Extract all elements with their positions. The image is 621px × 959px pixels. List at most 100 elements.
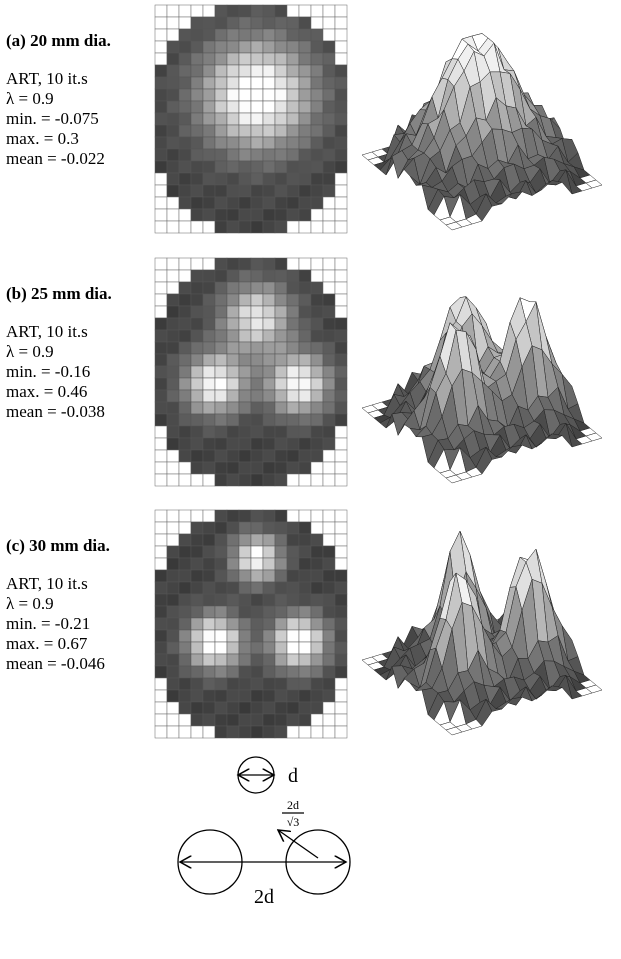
grid-cell [227,666,239,678]
grid-cell [263,113,275,125]
grid-cell [251,726,263,738]
grid-cell [299,510,311,522]
grid-cell [275,726,287,738]
grid-cell [287,173,299,185]
grid-cell [239,426,251,438]
grid-cell [311,137,323,149]
grid-cell [179,630,191,642]
grid-cell [227,197,239,209]
grid-cell [311,53,323,65]
grid-cell [179,366,191,378]
grid-cell [215,221,227,233]
grid-cell [251,558,263,570]
grid-cell [179,294,191,306]
grid-cell [275,618,287,630]
grid-cell [311,558,323,570]
grid-cell [179,678,191,690]
grid-cell [191,366,203,378]
grid-cell [299,89,311,101]
grid-cell [203,510,215,522]
grid-cell [203,414,215,426]
grid-cell [311,77,323,89]
grid-cell [215,378,227,390]
grid-cell [215,510,227,522]
grid-cell [227,594,239,606]
grid-cell [299,618,311,630]
grid-cell [335,690,347,702]
grid-cell [191,414,203,426]
grid-cell [275,546,287,558]
grid-cell [203,450,215,462]
grid-cell [167,53,179,65]
grid-cell [179,5,191,17]
grid-cell [335,606,347,618]
grid-cell [323,330,335,342]
grid-cell [191,594,203,606]
grid-cell [167,726,179,738]
grid-cell [215,390,227,402]
grid-cell [227,726,239,738]
grid-cell [167,414,179,426]
grid-cell [275,209,287,221]
grid-cell [263,594,275,606]
grid-cell [251,41,263,53]
grid-cell [311,522,323,534]
grid-cell [299,185,311,197]
grid-cell [179,306,191,318]
grid-cell [179,390,191,402]
grid-cell [311,173,323,185]
grid-cell [263,282,275,294]
grid-cell [215,630,227,642]
grid-cell [203,462,215,474]
grid-cell [323,173,335,185]
grid-cell [179,450,191,462]
grid-cell [287,594,299,606]
grid-cell [215,342,227,354]
grid-cell [251,53,263,65]
grid-cell [215,161,227,173]
grid-cell [323,426,335,438]
grid-cell [227,41,239,53]
grid-cell [179,414,191,426]
grid-cell [251,282,263,294]
grid-cell [155,618,167,630]
grid-cell [275,642,287,654]
grid-cell [203,29,215,41]
grid-cell [287,149,299,161]
grid-cell [311,462,323,474]
grid-cell [239,642,251,654]
grid-cell [191,474,203,486]
grid-cell [203,378,215,390]
grid-cell [191,282,203,294]
grid-cell [251,149,263,161]
grid-cell [311,618,323,630]
grid-cell [299,197,311,209]
grid-cell [335,125,347,137]
grid-cell [263,209,275,221]
grid-cell [287,197,299,209]
grid-cell [323,714,335,726]
grid-cell [311,65,323,77]
grid-cell [251,630,263,642]
grid-cell [311,378,323,390]
grid-cell [335,450,347,462]
grid-cell [299,41,311,53]
grid-cell [323,666,335,678]
grid-cell [287,654,299,666]
grid-cell [263,402,275,414]
grid-cell [155,125,167,137]
grid-cell [203,306,215,318]
grid-cell [191,125,203,137]
grid-cell [335,101,347,113]
grid-cell [251,414,263,426]
grid-cell [191,161,203,173]
grid-cell [191,89,203,101]
grid-cell [287,726,299,738]
grid-cell [323,5,335,17]
fraction-numerator: 2d [287,798,299,812]
grid-cell [227,510,239,522]
grid-cell [323,221,335,233]
grid-cell [335,330,347,342]
panel-text: min. = -0.075 [6,109,99,128]
grid-cell [203,666,215,678]
